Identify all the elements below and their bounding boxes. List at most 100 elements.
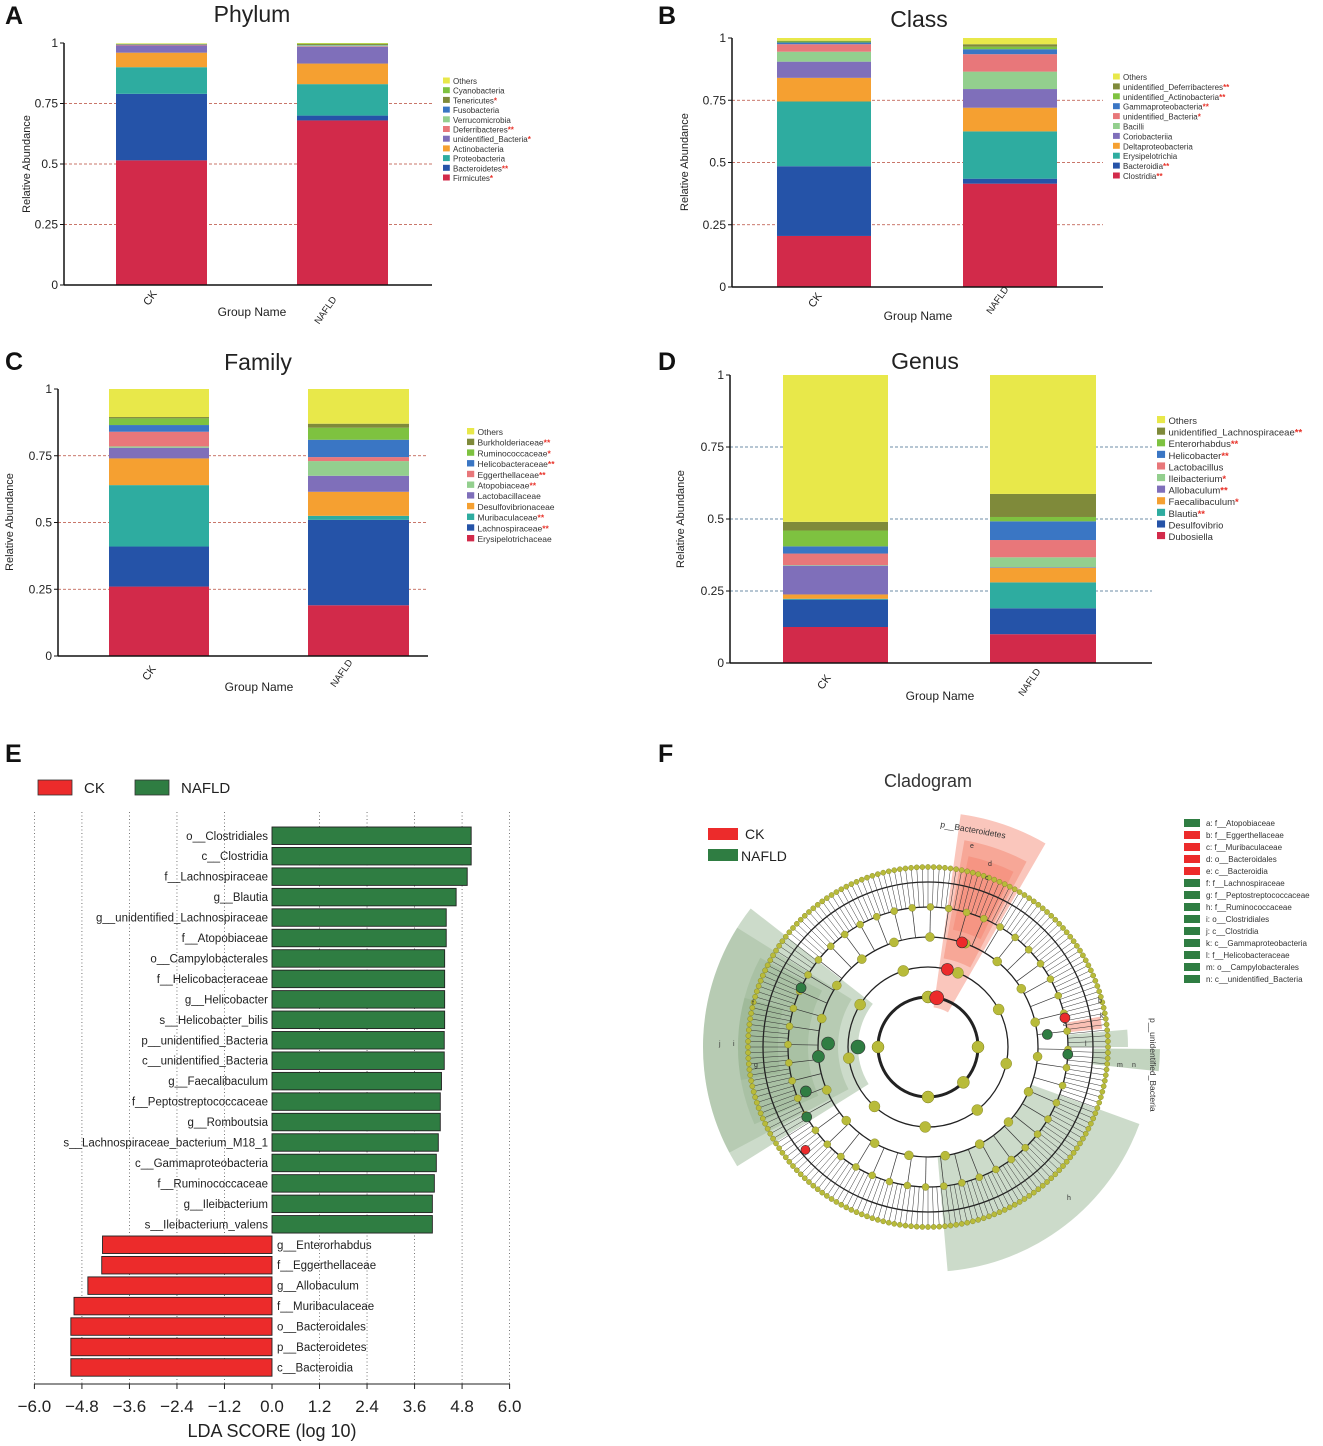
leaf-branch xyxy=(778,945,813,969)
bar-segment-NAFLD-Blautia xyxy=(990,582,1096,609)
lda-bar xyxy=(271,826,472,845)
family-node xyxy=(889,937,899,948)
genus-branch xyxy=(889,1152,899,1182)
leaf-node xyxy=(1085,962,1092,969)
leaf-branch xyxy=(1035,1136,1067,1162)
legend-label: Eggerthellaceae** xyxy=(478,470,547,480)
x-axis-label: Group Name xyxy=(218,305,287,319)
leaf-branch xyxy=(1061,1090,1100,1103)
leaf-node xyxy=(1074,943,1080,949)
genus-node xyxy=(841,930,849,939)
legend-swatch xyxy=(1113,83,1120,90)
genus-node xyxy=(1063,1027,1071,1035)
bar-segment-CK-Actinobacteria xyxy=(116,52,207,68)
key-label: a: f__Atopobiaceae xyxy=(1206,819,1275,828)
clade-sector-e xyxy=(933,814,1046,1013)
leaf-branch xyxy=(1067,1029,1108,1035)
lda-bar xyxy=(271,1194,433,1214)
leaf-branch xyxy=(753,1001,793,1013)
panel-B-chart: Class 0 0.25 0.5 0.75 1 Relative Abundance CK NA… xyxy=(679,6,1230,323)
bar-segment-NAFLD-Eggerthellaceae xyxy=(308,457,409,462)
leaf-branch xyxy=(778,1125,813,1149)
leaf-node xyxy=(745,1038,751,1045)
key-swatch xyxy=(1184,975,1200,983)
leaf-node xyxy=(936,864,943,871)
leaf-branch xyxy=(940,1186,946,1227)
y-tick-label: 0.75 xyxy=(35,97,59,111)
y-tick-label: 0 xyxy=(51,278,58,292)
leaf-branch xyxy=(1062,1085,1101,1098)
leaf-branch xyxy=(932,1186,934,1227)
leaf-branch xyxy=(962,1182,974,1222)
bar-segment-NAFLD-Clostridia xyxy=(963,183,1057,287)
node-k xyxy=(1042,1029,1053,1040)
leaf-node xyxy=(755,1105,762,1111)
legend-swatch xyxy=(443,77,450,84)
genus-branch xyxy=(954,1153,963,1183)
leaf-branch xyxy=(756,1090,795,1103)
leaf-branch xyxy=(750,1068,790,1076)
leaf-node xyxy=(828,892,835,898)
legend-label: Tenericutes* xyxy=(453,96,498,105)
legend-label: Others xyxy=(1123,73,1147,82)
leaf-node xyxy=(1082,957,1089,964)
lda-bar xyxy=(271,969,446,989)
leaf-branch xyxy=(748,1055,789,1059)
legend-label: Desulfovibrionaceae xyxy=(478,502,555,512)
legend-label: Others xyxy=(1169,416,1198,427)
legend-label: Cyanobacteria xyxy=(453,87,505,96)
leaf-node xyxy=(953,1221,959,1228)
leaf-branch xyxy=(749,1024,790,1030)
order-node xyxy=(952,967,964,979)
leaf-branch xyxy=(966,1181,979,1220)
leaf-node xyxy=(964,1219,971,1226)
bar-segment-CK-Ileibacterium xyxy=(783,565,888,566)
lda-bar xyxy=(271,928,447,948)
genus-node xyxy=(996,923,1004,931)
bar-segment-CK-Bacilli xyxy=(777,51,871,62)
leaf-node xyxy=(764,1125,771,1132)
leaf-node xyxy=(1092,977,1099,984)
key-swatch xyxy=(1184,891,1200,899)
lda-bar-label: f__Muribaculaceae xyxy=(277,1301,374,1313)
leaf-branch xyxy=(916,867,920,908)
genus-node xyxy=(1025,946,1033,954)
legend-label-CK: CK xyxy=(84,780,105,797)
leaf-node xyxy=(996,1209,1003,1215)
leaf-branch xyxy=(753,1081,793,1093)
significance-mark: ** xyxy=(1156,172,1163,181)
order-node xyxy=(854,998,866,1011)
leaf-branch xyxy=(899,869,907,909)
leaf-node xyxy=(754,1099,760,1106)
bar-segment-NAFLD-Erysipelotrichia xyxy=(963,131,1057,179)
genus-node xyxy=(789,1004,798,1013)
leaf-branch xyxy=(1052,1110,1089,1129)
genus-node xyxy=(794,1094,802,1103)
leaf-branch xyxy=(1066,1024,1107,1030)
lda-bar-label: c__Gammaproteobacteria xyxy=(135,1158,269,1170)
order-node xyxy=(897,965,909,977)
genus-branch xyxy=(818,959,843,979)
bar-segment-CK-Clostridia xyxy=(777,235,871,287)
leaf-branch xyxy=(782,1129,815,1154)
leaf-branch xyxy=(752,1007,792,1017)
leaf-node xyxy=(773,947,779,954)
genus-branch xyxy=(855,1141,872,1168)
y-tick-label: 0.5 xyxy=(707,512,724,526)
key-swatch xyxy=(1184,927,1200,935)
leaf-branch xyxy=(1062,996,1101,1009)
chart-title: Genus xyxy=(891,348,959,374)
leaf-node xyxy=(864,874,870,881)
leaf-branch xyxy=(800,919,830,949)
leaf-branch xyxy=(1029,1142,1060,1171)
panel-letters: A B C D E F xyxy=(5,2,676,768)
bar-segment-NAFLD-Tenericutes xyxy=(297,43,388,45)
leaf-branch xyxy=(1058,980,1096,996)
lda-bar xyxy=(271,1174,435,1193)
legend-swatch xyxy=(1113,152,1120,159)
lda-bar xyxy=(271,1215,433,1234)
key-swatch xyxy=(1184,855,1200,863)
leaf-node xyxy=(964,868,971,875)
bar-segment-NAFLD-unidentified_Bacteria xyxy=(297,46,388,64)
leaf-branch xyxy=(851,884,869,921)
